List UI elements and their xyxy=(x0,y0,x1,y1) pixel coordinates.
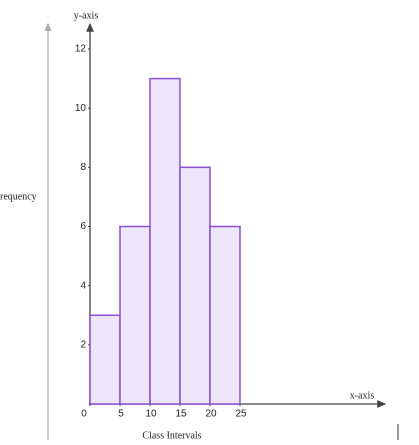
y-tick-label: 2 xyxy=(80,339,86,350)
y-tick-label: 10 xyxy=(75,103,87,114)
x-tick-label: 25 xyxy=(235,409,247,420)
y-tick-label: 8 xyxy=(80,162,86,173)
bar xyxy=(149,77,181,405)
bar xyxy=(179,166,211,405)
y-tick-label: 4 xyxy=(80,280,86,291)
x-tick-label: 5 xyxy=(118,409,124,420)
x-tick-label: 20 xyxy=(205,409,217,420)
y-axis-label: y-axis xyxy=(74,10,99,21)
y-tick-label: 12 xyxy=(75,44,87,55)
x-tick-label: 15 xyxy=(175,409,187,420)
bar xyxy=(89,314,121,405)
side-label: requency xyxy=(0,191,37,202)
bar xyxy=(119,225,151,405)
x-tick-label: 0 xyxy=(81,409,87,420)
x-tick-label: 10 xyxy=(145,409,157,420)
chart-title: Class Intervals xyxy=(142,430,201,441)
x-axis-label: x-axis xyxy=(350,390,375,401)
y-tick-label: 6 xyxy=(80,221,86,232)
bar xyxy=(209,225,241,405)
